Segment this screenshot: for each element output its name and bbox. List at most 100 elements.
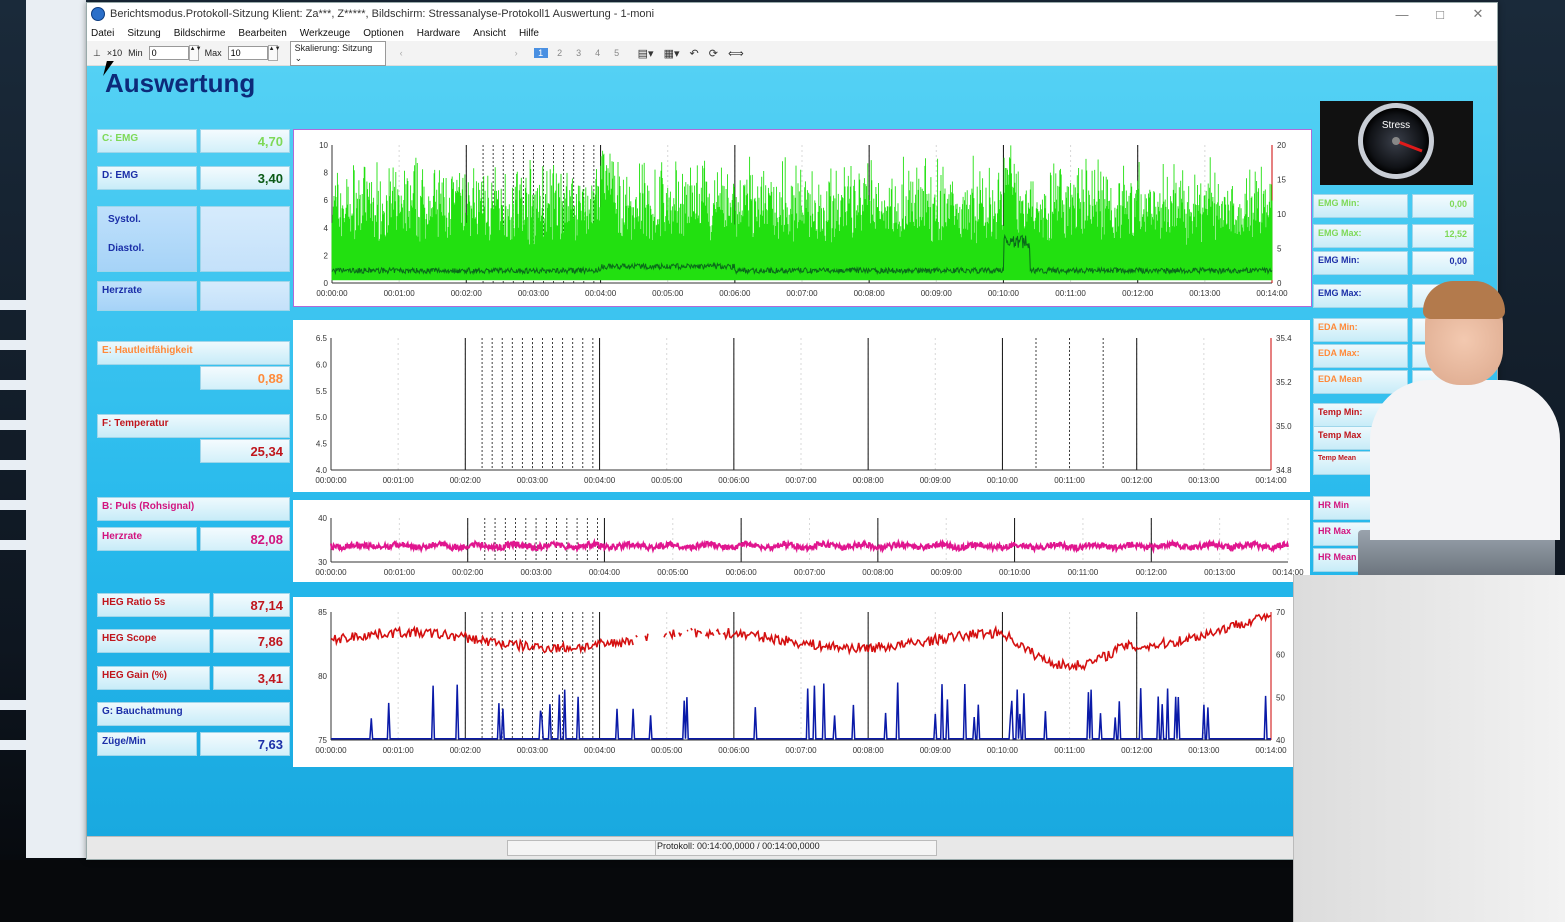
layout-icon[interactable]: ▦▾ — [663, 47, 680, 60]
menu-ansicht[interactable]: Ansicht — [473, 27, 506, 39]
y2-tick-label: 60 — [1276, 651, 1285, 660]
time-tick-label: 00:08:00 — [854, 289, 886, 298]
title-bar: Berichtsmodus.Protokoll-Sitzung Klient: … — [87, 3, 1497, 25]
refresh-icon[interactable]: ⟳ — [708, 47, 718, 60]
emg-chart[interactable]: 00:00:00 00:01:00 00:02:00 00:03:00 00:04:00… — [293, 129, 1312, 307]
time-tick-label: 00:10:00 — [988, 289, 1020, 298]
puls-label: B: Puls (Rohsignal) — [97, 497, 290, 521]
y-tick-label: 5.0 — [316, 413, 328, 422]
time-tick-label: 00:05:00 — [657, 568, 689, 577]
herzrate-label: Herzrate — [97, 527, 197, 551]
close-button[interactable]: ✕ — [1472, 6, 1484, 21]
menu-hardware[interactable]: Hardware — [416, 27, 461, 39]
background-stripe — [0, 420, 26, 430]
app-icon — [91, 7, 105, 21]
time-tick-label: 00:07:00 — [786, 289, 818, 298]
y2-tick-label: 5 — [1277, 245, 1282, 254]
heg-scope-value: 7,86 — [213, 629, 290, 653]
menu-bearbeiten[interactable]: Bearbeiten — [238, 27, 287, 39]
emg-chart-svg: 00:00:00 00:01:00 00:02:00 00:03:00 00:04:00… — [316, 141, 1288, 298]
max-input[interactable] — [227, 46, 268, 60]
page-2-button[interactable]: 2 — [557, 48, 563, 58]
y2-tick-label: 50 — [1276, 693, 1285, 702]
time-tick-label: 00:13:00 — [1189, 289, 1221, 298]
stat-label: EMG Min: — [1313, 194, 1408, 218]
time-tick-label: 00:10:00 — [987, 476, 1019, 485]
app-window: Berichtsmodus.Protokoll-Sitzung Klient: … — [86, 2, 1498, 860]
menu-datei[interactable]: Datei — [91, 27, 115, 39]
heg-breath-chart[interactable]: 00:00:00 00:01:00 00:02:00 00:03:00 00:04:00… — [293, 597, 1310, 767]
y2-tick-label: 40 — [1276, 736, 1285, 745]
pulse-chart-svg: 00:00:00 00:01:00 00:02:00 00:03:00 00:04:00… — [315, 514, 1304, 577]
time-tick-label: 00:08:00 — [853, 746, 885, 755]
y2-tick-label: 35.4 — [1276, 334, 1292, 343]
time-tick-label: 00:14:00 — [1272, 568, 1304, 577]
time-tick-label: 00:14:00 — [1255, 746, 1287, 755]
time-tick-label: 00:00:00 — [315, 746, 347, 755]
x10-button[interactable]: ×10 — [106, 48, 123, 58]
y-tick-label: 6 — [324, 196, 329, 205]
time-tick-label: 00:01:00 — [383, 476, 415, 485]
background-stripe — [0, 740, 26, 750]
menu-hilfe[interactable]: Hilfe — [518, 27, 539, 39]
time-tick-label: 00:03:00 — [517, 476, 549, 485]
print-icon[interactable]: ▤▾ — [637, 47, 654, 60]
heg-ratio-label: HEG Ratio 5s — [97, 593, 210, 617]
time-tick-label: 00:09:00 — [920, 746, 952, 755]
y-tick-label: 4 — [324, 224, 329, 233]
min-spinner[interactable]: ▲▼ — [188, 45, 202, 61]
prev-button[interactable]: ‹ — [399, 48, 403, 58]
undo-icon[interactable]: ↶ — [689, 47, 699, 60]
y2-tick-label: 70 — [1276, 608, 1285, 617]
time-tick-label: 00:02:00 — [450, 476, 482, 485]
time-tick-label: 00:09:00 — [931, 568, 963, 577]
min-input[interactable] — [148, 46, 189, 60]
c-emg-value: 4,70 — [200, 129, 290, 153]
menu-sitzung[interactable]: Sitzung — [127, 27, 161, 39]
heg-gain-value: 3,41 — [213, 666, 290, 690]
heg-ratio-value: 87,14 — [213, 593, 290, 617]
menu-bildschirme[interactable]: Bildschirme — [173, 27, 226, 39]
minimize-button[interactable]: — — [1395, 6, 1409, 22]
d-emg-label: D: EMG — [97, 166, 197, 190]
background-stripe — [0, 340, 26, 350]
time-tick-label: 00:05:00 — [651, 746, 683, 755]
y-tick-label: 4.5 — [316, 440, 328, 449]
max-spinner[interactable]: ▲▼ — [267, 45, 281, 61]
page-title: Auswertung — [105, 68, 256, 98]
temp-value: 25,34 — [200, 439, 290, 463]
blood-pressure-labels: Systol. Diastol. — [97, 206, 197, 272]
chart-axis-icon[interactable]: ⊥ — [93, 47, 101, 58]
maximize-button[interactable]: □ — [1436, 6, 1444, 22]
page-1-button[interactable]: 1 — [533, 48, 548, 58]
menu-werkzeuge[interactable]: Werkzeuge — [299, 27, 351, 39]
heg-breath-chart-svg: 00:00:00 00:01:00 00:02:00 00:03:00 00:04:00… — [315, 608, 1287, 755]
next-button[interactable]: › — [514, 48, 518, 58]
time-tick-label: 00:09:00 — [920, 476, 952, 485]
c-emg-label: C: EMG — [97, 129, 197, 153]
time-tick-label: 00:08:00 — [853, 476, 885, 485]
stress-gauge-svg: Stress — [1358, 103, 1434, 179]
y2-tick-label: 34.8 — [1276, 466, 1292, 475]
pulse-chart[interactable]: 00:00:00 00:01:00 00:02:00 00:03:00 00:04:00… — [293, 500, 1310, 582]
haut-value: 0,88 — [200, 366, 290, 390]
page-4-button[interactable]: 4 — [595, 48, 601, 58]
stat-label: EMG Max: — [1313, 284, 1408, 308]
page-5-button[interactable]: 5 — [614, 48, 620, 58]
y2-tick-label: 10 — [1277, 210, 1286, 219]
background-stripe — [0, 540, 26, 550]
temp-label: F: Temperatur — [97, 414, 290, 438]
menu-optionen[interactable]: Optionen — [363, 27, 404, 39]
eda-temp-chart[interactable]: 00:00:00 00:01:00 00:02:00 00:03:00 00:04:00… — [293, 320, 1310, 492]
page-3-button[interactable]: 3 — [576, 48, 582, 58]
scale-select[interactable]: Skalierung: Sitzung ⌄ — [289, 40, 386, 66]
time-tick-label: 00:11:00 — [1055, 289, 1086, 298]
expand-icon[interactable]: ⟺ — [727, 47, 744, 60]
time-tick-label: 00:03:00 — [518, 289, 550, 298]
time-tick-label: 00:05:00 — [652, 289, 684, 298]
stat-value: 0,00 — [1412, 194, 1474, 218]
gauge-hub — [1392, 137, 1400, 145]
zuege-value: 7,63 — [200, 732, 290, 756]
min-label: Min — [128, 48, 143, 58]
time-tick-label: 00:14:00 — [1256, 289, 1288, 298]
